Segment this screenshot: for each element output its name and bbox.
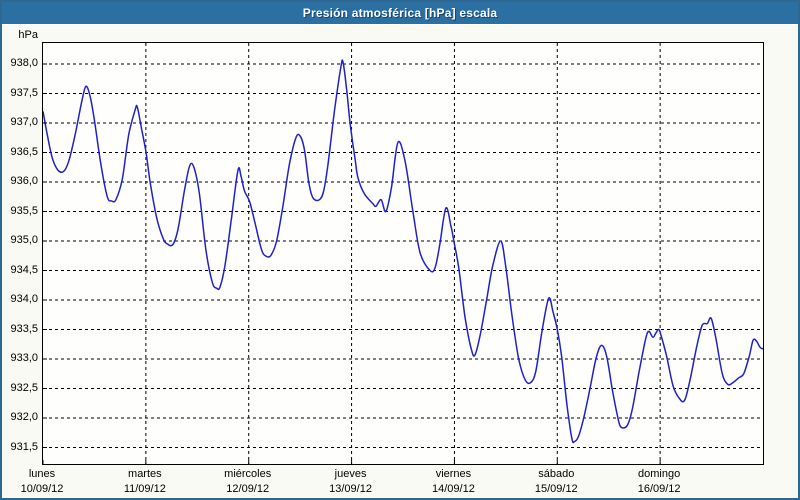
x-day-date-label: 11/09/12 xyxy=(123,483,166,495)
plot-area xyxy=(42,42,764,465)
y-tick-label: 935,5 xyxy=(10,204,38,217)
x-day-name-label: lunes xyxy=(28,468,56,480)
y-tick-label: 932,5 xyxy=(10,381,38,394)
y-tick-label: 937,0 xyxy=(10,116,38,128)
x-day-name-label: viernes xyxy=(435,468,472,480)
x-day-date-label: 12/09/12 xyxy=(226,483,270,495)
y-tick-label: 937,5 xyxy=(10,86,38,99)
x-day-name-label: domingo xyxy=(638,468,681,480)
y-tick-label: 934,0 xyxy=(10,293,38,305)
y-axis-unit-label: hPa xyxy=(18,29,38,41)
y-tick-label: 938,0 xyxy=(10,57,38,69)
pressure-line-chart xyxy=(43,43,763,464)
x-day-date-label: 10/09/12 xyxy=(20,483,64,495)
y-tick-label: 935,0 xyxy=(10,234,38,246)
x-day-name-label: jueves xyxy=(334,468,367,480)
y-tick-label: 936,0 xyxy=(10,175,38,187)
y-tick-label: 931,5 xyxy=(10,440,38,453)
y-tick-label: 932,0 xyxy=(10,411,38,423)
x-day-name-label: miércoles xyxy=(224,468,272,480)
y-tick-label: 933,0 xyxy=(10,352,38,364)
chart-title: Presión atmosférica [hPa] escala xyxy=(302,6,498,20)
x-day-name-label: martes xyxy=(128,468,162,480)
pressure-series-line xyxy=(43,59,763,444)
x-day-name-label: sábado xyxy=(538,468,575,480)
x-day-date-label: 13/09/12 xyxy=(329,483,372,495)
y-tick-label: 934,5 xyxy=(10,263,38,276)
x-day-date-label: 15/09/12 xyxy=(534,483,578,495)
x-day-date-label: 14/09/12 xyxy=(432,483,475,495)
x-day-date-label: 16/09/12 xyxy=(637,483,681,495)
y-tick-label: 933,5 xyxy=(10,322,38,335)
y-tick-label: 936,5 xyxy=(10,145,38,158)
chart-title-bar: Presión atmosférica [hPa] escala xyxy=(2,2,798,25)
